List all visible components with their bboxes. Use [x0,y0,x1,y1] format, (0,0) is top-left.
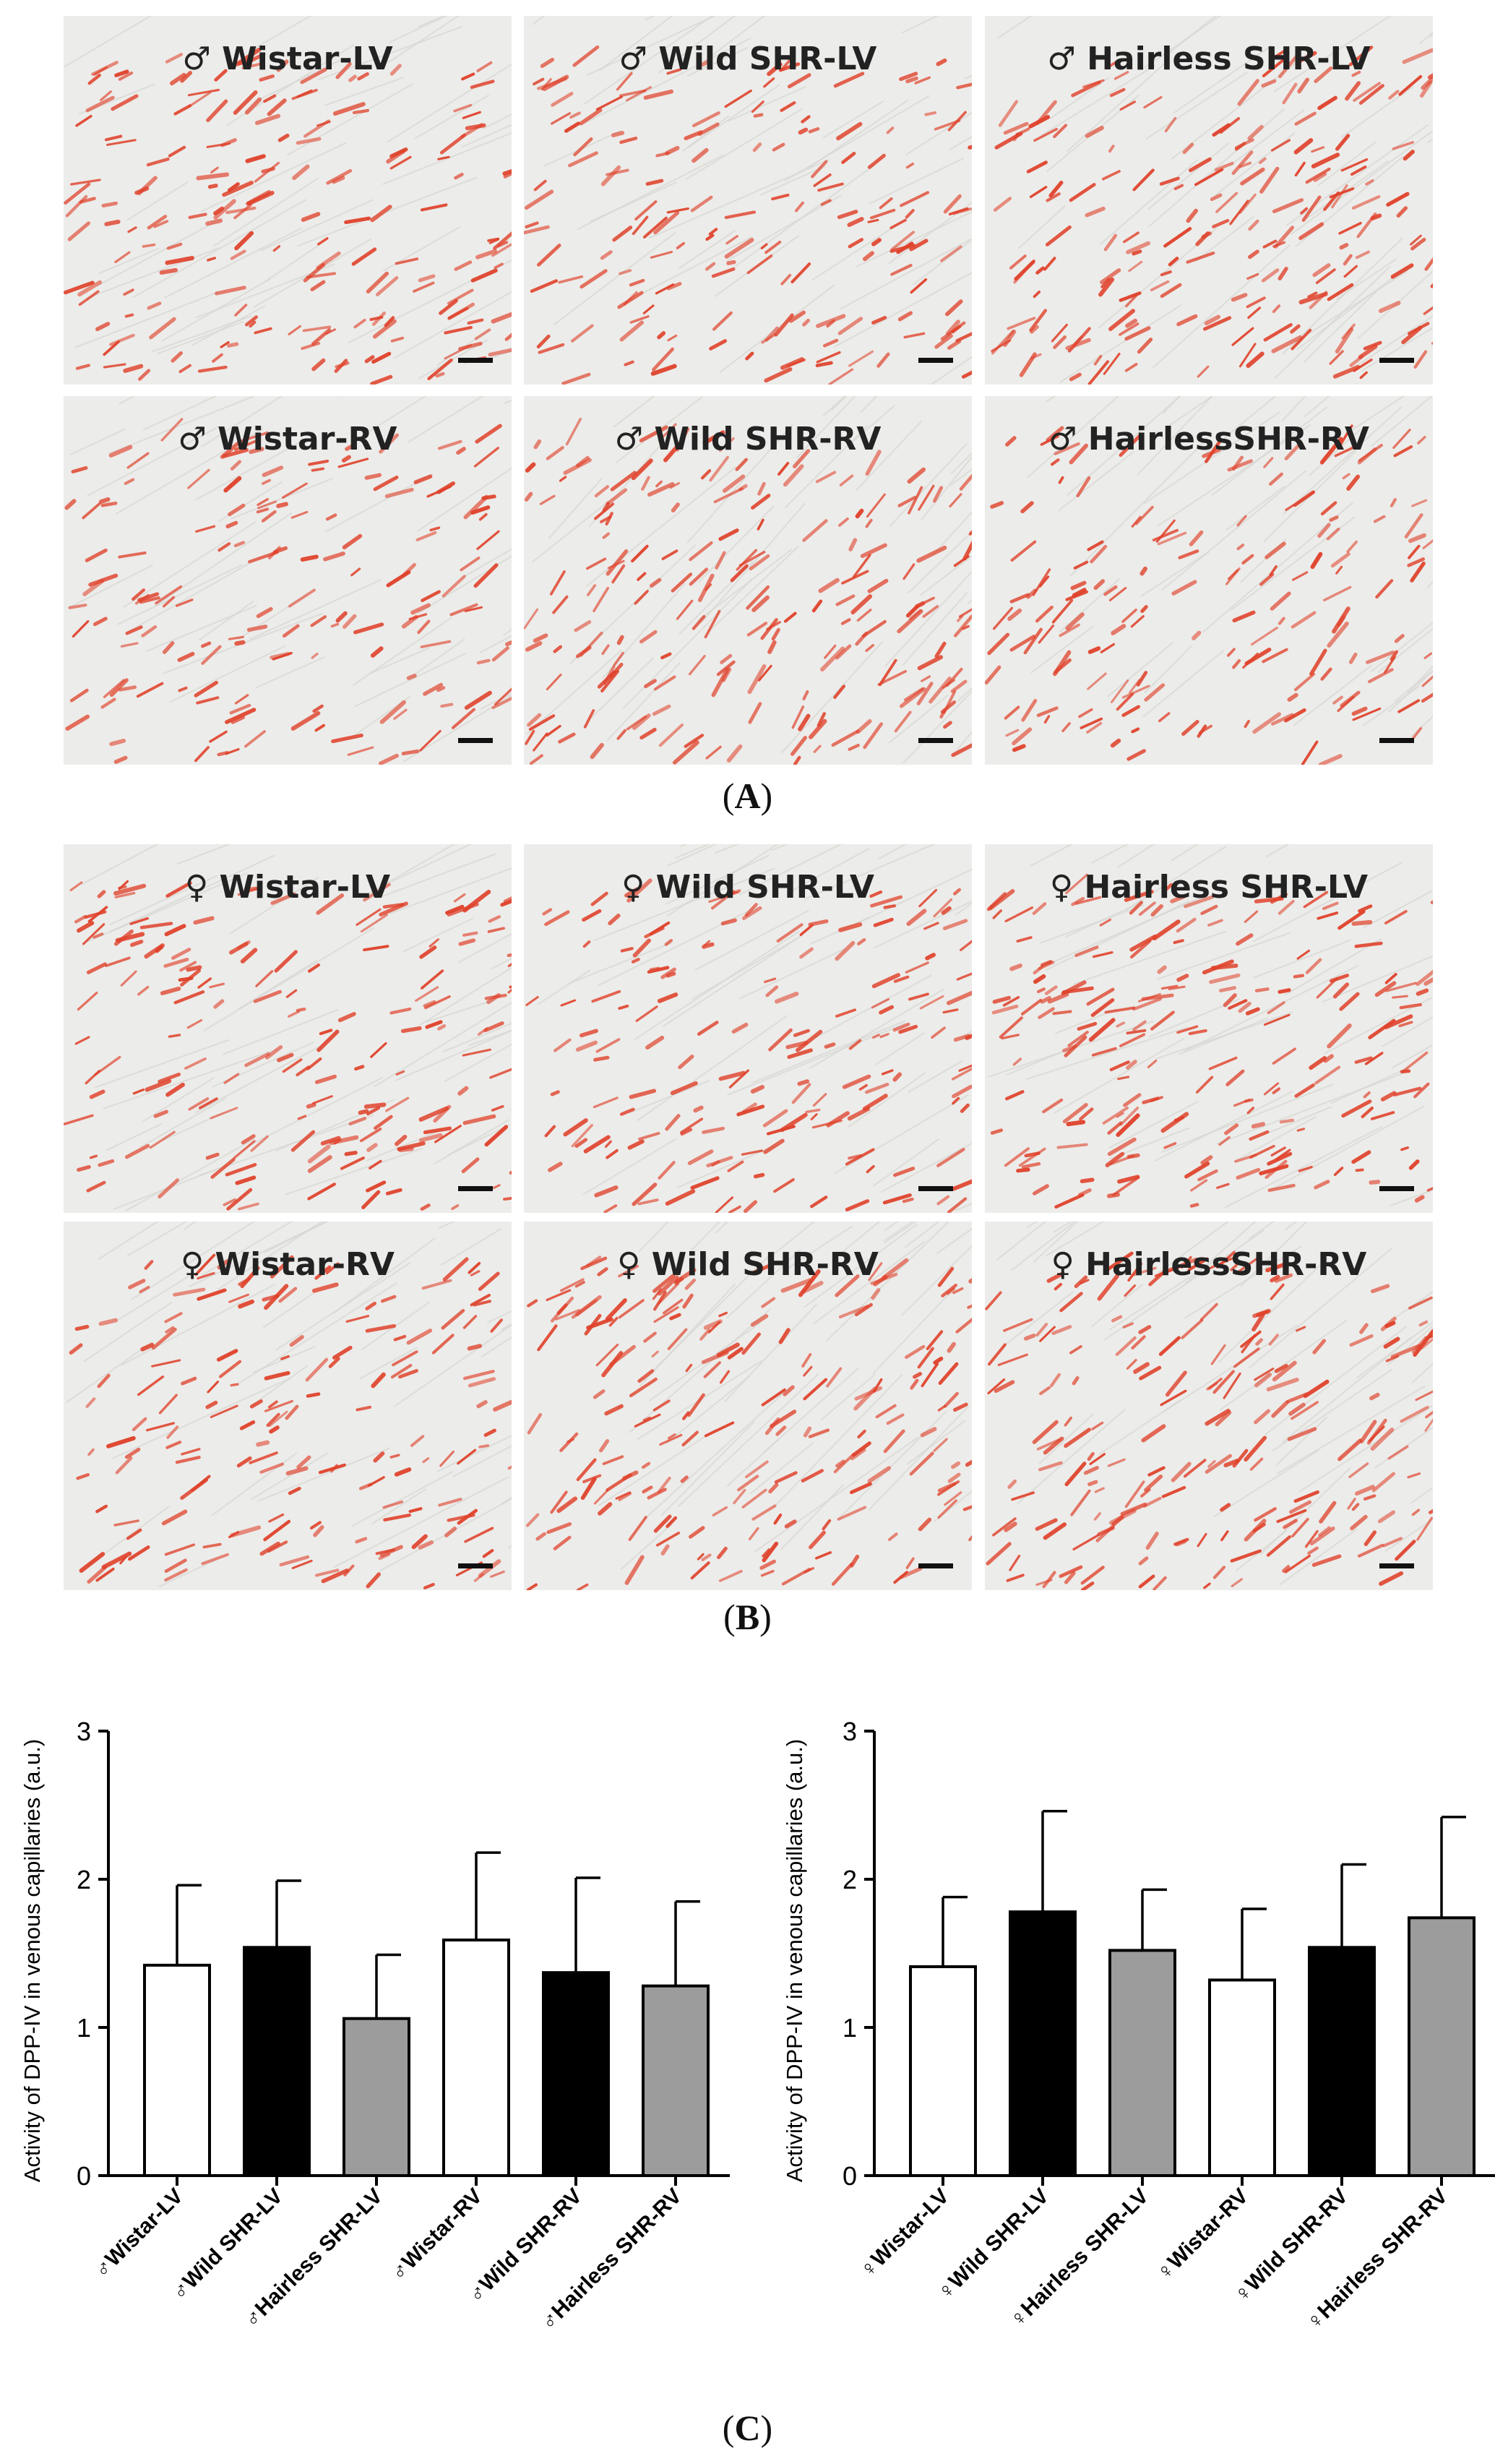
micrograph-b-3: ♀ Hairless SHR-LV [985,844,1433,1213]
bar [1208,1978,1276,2177]
scale-bar [458,1563,493,1568]
micrograph-b-2: ♀ Wild SHR-LV [524,844,972,1213]
micrograph-label: ♀ Wistar-LV [184,869,391,906]
y-tick-label: 3 [843,1717,857,1746]
scale-bar [918,1563,953,1568]
panel-a-letter: A [734,776,761,816]
panel-b-letter: B [735,1597,760,1637]
stain-pattern [64,16,512,385]
micrograph-b-5: ♀ Wild SHR-RV [524,1222,972,1590]
panel-c-letter: C [734,2408,761,2448]
stain-pattern [64,396,512,765]
scale-bar [918,1186,953,1191]
x-tick-label: ♂Wistar-RV [386,2184,487,2285]
micrograph-b-4: ♀ Wistar-RV [64,1222,512,1590]
y-tick-label: 1 [77,2013,91,2043]
panel-c-charts: 0 1 2 3 Activity of DPP-IV in venous capilla… [20,1717,1495,2335]
y-tick-label: 2 [843,1865,857,1894]
micrograph-a-6: ♂ HairlessSHR-RV [985,396,1433,765]
x-tick-label: ♀Wistar-RV [1152,2184,1253,2285]
y-tick-label: 0 [843,2161,857,2191]
micrograph-a-1: ♂ Wistar-LV [64,16,512,385]
stain-pattern [524,396,972,765]
micrograph-label: ♂ HairlessSHR-RV [1048,421,1369,458]
scale-bar [1379,1563,1414,1568]
micrograph-a-5: ♂ Wild SHR-RV [524,396,972,765]
bar [442,1939,510,2177]
panel-a-label: (A) [722,776,773,816]
micrograph-label: ♀ Wild SHR-RV [617,1246,879,1283]
bar-chart-1: 0 1 2 3 Activity of DPP-IV in venous capilla… [20,1717,730,2335]
y-axis-label: Activity of DPP-IV in venous capillaries… [782,1739,807,2182]
micrograph-label: ♀ Hairless SHR-LV [1049,869,1369,906]
stain-pattern [64,1222,512,1590]
micrograph-label: ♂ Hairless SHR-LV [1047,40,1371,77]
scale-bar [458,738,493,743]
x-tick-label: ♂Wistar-LV [89,2184,187,2283]
micrograph-label: ♀ Wild SHR-LV [621,869,874,906]
scale-bar [1379,1186,1414,1191]
micrograph-label: ♂ Wistar-RV [178,421,397,458]
panel-b-label: (B) [723,1597,772,1637]
bar [1009,1910,1077,2177]
bar [143,1963,211,2177]
stain-pattern [985,16,1433,385]
micrograph-b-1: ♀ Wistar-LV [64,844,512,1213]
bar [1108,1949,1176,2177]
micrograph-a-2: ♂ Wild SHR-LV [524,16,972,385]
panel-c-label: (C) [722,2408,773,2448]
y-axis-label: Activity of DPP-IV in venous capillaries… [20,1739,45,2182]
micrograph-a-3: ♂ Hairless SHR-LV [985,16,1433,385]
scale-bar [1379,358,1414,363]
stain-pattern [524,1222,972,1590]
micrograph-label: ♀ Wistar-RV [181,1246,395,1283]
stain-pattern [64,844,512,1213]
micrograph-label: ♀ HairlessSHR-RV [1051,1246,1367,1283]
scale-bar [1379,738,1414,743]
scale-bar [458,358,493,363]
bar [1308,1946,1376,2177]
bar-chart-2: 0 1 2 3 Activity of DPP-IV in venous capilla… [782,1717,1495,2335]
stain-pattern [524,844,972,1213]
micrograph-a-4: ♂ Wistar-RV [64,396,512,765]
bar [243,1946,311,2177]
y-tick-label: 3 [77,1717,91,1746]
micrograph-label: ♂ Wistar-LV [182,40,393,77]
y-tick-label: 0 [77,2161,91,2191]
stain-pattern [985,1222,1433,1590]
micrograph-b-6: ♀ HairlessSHR-RV [985,1222,1433,1590]
bar [1408,1916,1475,2177]
x-tick-label: ♀Wistar-LV [855,2184,953,2283]
stain-pattern [985,844,1433,1213]
scale-bar [458,1186,493,1191]
bar [542,1971,610,2177]
bar [909,1965,977,2177]
y-tick-label: 1 [843,2013,857,2043]
y-tick-label: 2 [77,1865,91,1894]
bar [642,1984,710,2177]
scale-bar [918,738,953,743]
stain-pattern [985,396,1433,765]
bar [342,2017,410,2178]
scale-bar [918,358,953,363]
micrograph-label: ♂ Wild SHR-LV [619,40,877,77]
stain-pattern [524,16,972,385]
micrograph-label: ♂ Wild SHR-RV [614,421,882,458]
